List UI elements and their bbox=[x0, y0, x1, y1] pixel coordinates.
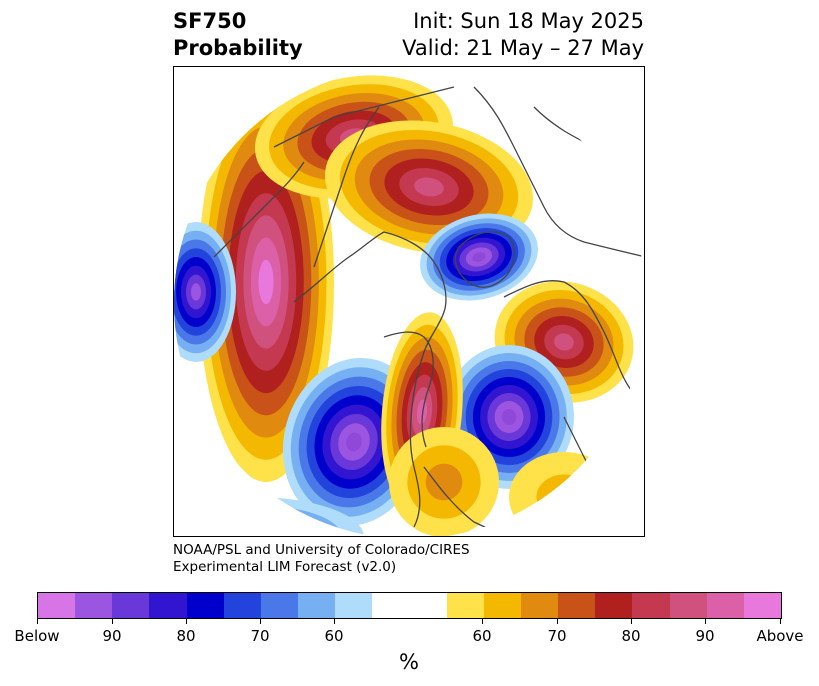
colorbar-tick-label: Below bbox=[14, 627, 60, 645]
anomaly-contour bbox=[210, 521, 298, 536]
anomaly-contour bbox=[258, 259, 274, 305]
colorbar-swatch bbox=[149, 593, 187, 618]
anomaly-contour bbox=[472, 252, 486, 262]
map-panel bbox=[173, 66, 645, 537]
colorbar-swatch bbox=[632, 593, 670, 618]
anomaly-contour bbox=[501, 409, 517, 425]
colorbar-tick-mark bbox=[780, 619, 781, 624]
colorbar-swatch bbox=[223, 593, 261, 618]
colorbar-unit: % bbox=[399, 650, 419, 674]
valid-range: Valid: 21 May – 27 May bbox=[402, 36, 644, 60]
colorbar-swatch bbox=[743, 593, 782, 618]
colorbar-tick-mark bbox=[37, 619, 38, 624]
coastline-path bbox=[383, 331, 434, 448]
colorbar-tick-label: 70 bbox=[547, 627, 567, 645]
colorbar-tick-label: 60 bbox=[324, 627, 344, 645]
colorbar-tick-mark bbox=[186, 619, 187, 624]
colorbar-tick-mark bbox=[482, 619, 483, 624]
colorbar-tick-label: 90 bbox=[695, 627, 715, 645]
credit-line-1: NOAA/PSL and University of Colorado/CIRE… bbox=[173, 542, 470, 558]
anomaly-contour bbox=[554, 333, 574, 351]
anomaly-contour bbox=[191, 283, 201, 301]
colorbar-tick-label: 60 bbox=[472, 627, 492, 645]
anomaly-contour bbox=[416, 399, 428, 425]
colorbar-swatch bbox=[558, 593, 596, 618]
anomaly-contour bbox=[346, 432, 362, 452]
colorbar-tick-label: 90 bbox=[102, 627, 122, 645]
coastline-path bbox=[273, 86, 455, 148]
colorbar-tick-mark bbox=[631, 619, 632, 624]
colorbar-tick-label: Above bbox=[756, 627, 804, 645]
colorbar-tick-label: 70 bbox=[250, 627, 270, 645]
anomaly-contour bbox=[559, 67, 644, 142]
anomaly-contour bbox=[232, 529, 276, 536]
neutral-spot bbox=[402, 293, 414, 305]
credit-text: NOAA/PSL and University of Colorado/CIRE… bbox=[173, 542, 470, 576]
colorbar-tick-label: 80 bbox=[621, 627, 641, 645]
colorbar-swatch bbox=[186, 593, 224, 618]
colorbar bbox=[37, 592, 782, 619]
init-date: Init: Sun 18 May 2025 bbox=[413, 9, 644, 33]
coastline-path bbox=[473, 86, 644, 258]
coastline-path bbox=[213, 161, 305, 258]
credit-line-2: Experimental LIM Forecast (v2.0) bbox=[173, 559, 397, 575]
colorbar-swatch bbox=[521, 593, 559, 618]
anomaly-contour bbox=[414, 177, 444, 197]
coastline-path bbox=[313, 106, 380, 268]
anomaly-contour bbox=[604, 89, 624, 105]
polar-map bbox=[174, 67, 644, 536]
anomaly-contour bbox=[425, 463, 463, 501]
colorbar-tick-mark bbox=[557, 619, 558, 624]
colorbar-swatch bbox=[298, 593, 336, 618]
anomaly-contour bbox=[568, 67, 644, 135]
colorbar-tick-mark bbox=[260, 619, 261, 624]
plot-title-left: SF750 Probability bbox=[173, 8, 303, 62]
anomaly-contour bbox=[536, 474, 592, 520]
colorbar-swatch bbox=[335, 593, 373, 618]
anomaly-contour bbox=[586, 74, 642, 120]
colorbar-swatch bbox=[112, 593, 150, 618]
colorbar-swatch bbox=[706, 593, 744, 618]
colorbar-tick-mark bbox=[334, 619, 335, 624]
colorbar-swatch bbox=[595, 593, 633, 618]
anomaly-contour bbox=[595, 82, 633, 112]
product-name: Probability bbox=[173, 36, 303, 60]
colorbar-swatch bbox=[483, 593, 522, 618]
coastline-path bbox=[454, 231, 515, 288]
anomaly-contour bbox=[577, 67, 644, 127]
colorbar-swatch bbox=[260, 593, 299, 618]
colorbar-tick-mark bbox=[112, 619, 113, 624]
colorbar-swatch bbox=[38, 593, 76, 618]
colorbar-tick-label: 80 bbox=[176, 627, 196, 645]
variable-name: SF750 bbox=[173, 9, 247, 33]
colorbar-swatch bbox=[372, 593, 447, 618]
colorbar-swatch bbox=[669, 593, 707, 618]
colorbar-tick-mark bbox=[705, 619, 706, 624]
coastline-path bbox=[293, 231, 447, 528]
colorbar-swatch bbox=[446, 593, 484, 618]
colorbar-swatch bbox=[75, 593, 113, 618]
plot-title-right: Init: Sun 18 May 2025 Valid: 21 May – 27… bbox=[402, 8, 644, 62]
anomaly-contour bbox=[188, 513, 320, 536]
